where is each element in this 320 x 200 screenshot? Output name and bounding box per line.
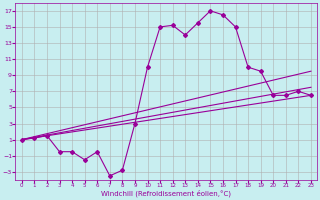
X-axis label: Windchill (Refroidissement éolien,°C): Windchill (Refroidissement éolien,°C) (101, 190, 231, 197)
